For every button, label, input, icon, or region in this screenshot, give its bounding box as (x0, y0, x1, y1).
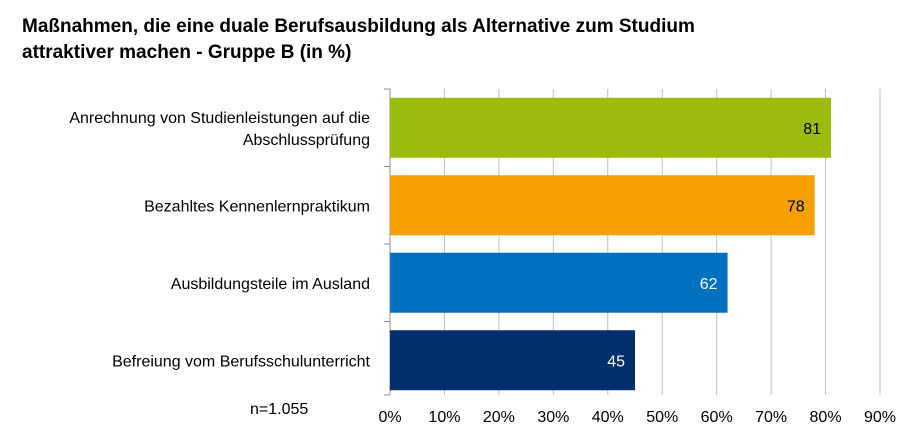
chart-title: Maßnahmen, die eine duale Berufsausbildu… (22, 14, 822, 66)
x-tick-label: 50% (646, 409, 678, 426)
sample-size-note: n=1.055 (250, 401, 309, 418)
bar (390, 97, 831, 158)
data-label: 62 (700, 276, 718, 293)
title-line-1: Maßnahmen, die eine duale Berufsausbildu… (22, 16, 695, 37)
x-tick-label: 20% (483, 409, 515, 426)
category-label: Anrechnung von Studienleistungen auf die (69, 110, 370, 127)
data-label: 78 (787, 198, 805, 215)
x-tick-label: 90% (864, 409, 896, 426)
x-tick-label: 10% (428, 409, 460, 426)
x-tick-label: 80% (810, 409, 842, 426)
x-tick-label: 40% (592, 409, 624, 426)
bar (390, 330, 635, 391)
category-label: Befreiung vom Berufsschulunterricht (112, 353, 370, 370)
bar (390, 175, 815, 236)
category-label: Bezahltes Kennenlernpraktikum (144, 198, 370, 215)
category-label: Ausbildungsteile im Ausland (171, 276, 370, 293)
x-tick-label: 70% (755, 409, 787, 426)
title-line-2: attraktiver machen - Gruppe B (in %) (22, 42, 352, 63)
data-label: 45 (607, 353, 625, 370)
x-tick-label: 60% (701, 409, 733, 426)
x-tick-label: 0% (378, 409, 401, 426)
category-label: Abschlussprüfung (243, 132, 370, 149)
x-tick-label: 30% (537, 409, 569, 426)
data-label: 81 (803, 121, 821, 138)
bar (390, 252, 728, 313)
